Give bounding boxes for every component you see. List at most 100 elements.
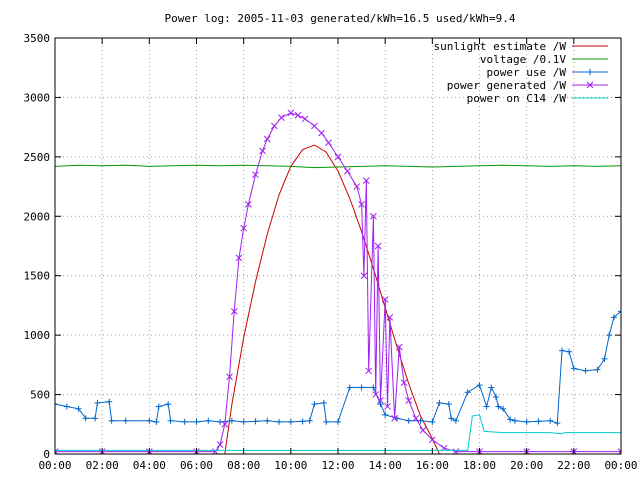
data-point-power-use-w bbox=[566, 348, 573, 355]
data-point-power-generated-w bbox=[230, 308, 238, 315]
legend-label-power-use-w: power use /W bbox=[487, 66, 567, 79]
data-point-power-use-w bbox=[495, 403, 502, 410]
data-point-power-generated-w bbox=[270, 122, 278, 130]
data-point-power-generated-w bbox=[334, 153, 342, 161]
data-point-power-use-w bbox=[535, 418, 542, 425]
data-point-power-use-w bbox=[606, 332, 613, 339]
data-point-power-generated-w bbox=[318, 129, 325, 137]
data-point-power-generated-w bbox=[358, 201, 365, 208]
data-point-power-use-w bbox=[483, 403, 490, 410]
data-point-power-use-w bbox=[559, 347, 566, 354]
x-tick-label: 18:00 bbox=[463, 459, 496, 472]
data-point-power-use-w bbox=[358, 384, 365, 391]
data-point-power-use-w bbox=[476, 382, 483, 389]
x-tick-label: 22:00 bbox=[557, 459, 590, 472]
x-tick-label: 14:00 bbox=[369, 459, 402, 472]
series-line-voltage-0-1v bbox=[55, 164, 621, 169]
data-point-power-use-w bbox=[146, 417, 153, 424]
y-tick-label: 500 bbox=[30, 389, 50, 402]
x-tick-label: 16:00 bbox=[416, 459, 449, 472]
x-tick-label: 10:00 bbox=[274, 459, 307, 472]
data-point-power-use-w bbox=[547, 417, 554, 424]
data-point-power-generated-w bbox=[259, 147, 266, 155]
data-point-power-use-w bbox=[382, 411, 389, 418]
data-point-power-use-w bbox=[610, 314, 617, 321]
x-tick-label: 12:00 bbox=[321, 459, 354, 472]
x-tick-label: 06:00 bbox=[180, 459, 213, 472]
data-point-power-use-w bbox=[155, 403, 162, 410]
series-line-power-on-c14-w bbox=[55, 414, 621, 451]
data-point-power-use-w bbox=[205, 417, 212, 424]
data-point-power-use-w bbox=[448, 415, 455, 422]
data-point-power-use-w bbox=[287, 418, 294, 425]
data-point-power-use-w bbox=[601, 355, 608, 362]
data-point-power-use-w bbox=[167, 417, 174, 424]
data-point-power-use-w bbox=[445, 401, 452, 408]
y-tick-label: 2500 bbox=[24, 151, 51, 164]
y-tick-label: 1500 bbox=[24, 270, 51, 283]
data-point-power-use-w bbox=[511, 417, 518, 424]
data-point-power-generated-w bbox=[365, 367, 373, 375]
axis-ticks: 00:00 02:00 04:00 06:00 08:00 10:00 12:00 14:00… bbox=[24, 32, 638, 472]
x-tick-label: 02:00 bbox=[86, 459, 119, 472]
data-point-power-generated-w bbox=[226, 373, 233, 381]
data-point-power-generated-w bbox=[370, 212, 377, 220]
legend-label-voltage-0-1v: voltage /0.1V bbox=[480, 53, 566, 66]
data-point-power-generated-w bbox=[362, 177, 370, 184]
series-power-on-c14-w bbox=[55, 414, 621, 451]
data-point-power-use-w bbox=[464, 389, 471, 396]
y-tick-label: 2000 bbox=[24, 210, 51, 223]
data-point-power-use-w bbox=[507, 416, 514, 423]
legend-marker-power-use-w bbox=[587, 69, 593, 75]
data-point-power-generated-w bbox=[419, 426, 427, 434]
data-point-power-generated-w bbox=[384, 403, 391, 410]
x-tick-label: 08:00 bbox=[227, 459, 260, 472]
data-point-power-use-w bbox=[452, 417, 459, 424]
data-point-power-generated-w bbox=[372, 391, 380, 398]
data-point-power-generated-w bbox=[391, 414, 398, 422]
data-point-power-generated-w bbox=[360, 272, 368, 280]
data-point-power-generated-w bbox=[245, 201, 252, 208]
series-power-use-w bbox=[55, 308, 621, 427]
data-point-power-use-w bbox=[377, 401, 384, 408]
data-point-power-generated-w bbox=[263, 135, 271, 143]
series-sunlight-estimate-w bbox=[224, 144, 440, 454]
y-tick-label: 1000 bbox=[24, 329, 51, 342]
data-point-power-generated-w bbox=[386, 313, 394, 321]
data-point-power-use-w bbox=[523, 418, 530, 425]
data-point-power-use-w bbox=[335, 418, 341, 425]
series-line-power-generated-w bbox=[55, 112, 621, 453]
data-point-power-generated-w bbox=[374, 242, 382, 250]
series-line-sunlight-estimate-w bbox=[224, 144, 440, 454]
data-point-power-use-w bbox=[405, 417, 412, 424]
data-point-power-use-w bbox=[82, 415, 89, 422]
data-point-power-use-w bbox=[429, 418, 436, 425]
data-point-power-use-w bbox=[264, 417, 271, 424]
data-point-power-use-w bbox=[493, 393, 500, 400]
data-point-power-use-w bbox=[228, 417, 235, 424]
data-point-power-use-w bbox=[63, 403, 70, 410]
x-tick-label: 00:00 bbox=[604, 459, 637, 472]
series-voltage-0-1v bbox=[55, 164, 621, 169]
data-point-power-use-w bbox=[436, 399, 443, 406]
x-tick-label: 20:00 bbox=[510, 459, 543, 472]
y-tick-label: 3500 bbox=[24, 32, 51, 45]
data-point-power-use-w bbox=[92, 415, 99, 422]
data-point-power-use-w bbox=[106, 398, 113, 405]
data-point-power-use-w bbox=[153, 418, 160, 425]
x-tick-label: 00:00 bbox=[38, 459, 71, 472]
legend-label-power-generated-w: power generated /W bbox=[447, 79, 567, 92]
data-point-power-use-w bbox=[276, 418, 283, 425]
data-point-power-use-w bbox=[346, 384, 353, 391]
data-point-power-generated-w bbox=[216, 441, 224, 448]
data-point-power-use-w bbox=[193, 418, 200, 425]
data-point-power-generated-w bbox=[235, 254, 243, 262]
data-point-power-use-w bbox=[306, 417, 313, 424]
data-point-power-use-w bbox=[618, 308, 621, 315]
data-point-power-use-w bbox=[55, 401, 58, 408]
legend-label-sunlight-estimate-w: sunlight estimate /W bbox=[434, 40, 567, 53]
data-point-power-generated-w bbox=[301, 115, 309, 123]
data-point-power-generated-w bbox=[412, 414, 420, 422]
